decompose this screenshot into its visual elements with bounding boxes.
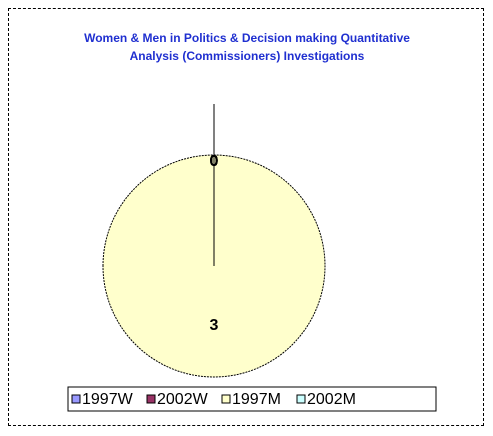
data-label: 0: [210, 153, 219, 170]
legend-label: 2002M: [307, 391, 356, 408]
chart-title: Women & Men in Politics & Decision makin…: [84, 31, 410, 63]
legend-label: 2002W: [157, 391, 209, 408]
legend-box: [67, 386, 437, 412]
data-label: 3: [210, 317, 219, 334]
data-label: 0: [210, 153, 219, 170]
legend-swatch: [146, 394, 156, 404]
data-label: 0: [210, 153, 219, 170]
chart-frame: [8, 8, 484, 426]
legend-swatch: [71, 394, 81, 404]
legend-swatch: [221, 394, 231, 404]
legend-swatch: [296, 394, 306, 404]
legend-label: 1997W: [82, 391, 134, 408]
legend-label: 1997M: [232, 391, 281, 408]
